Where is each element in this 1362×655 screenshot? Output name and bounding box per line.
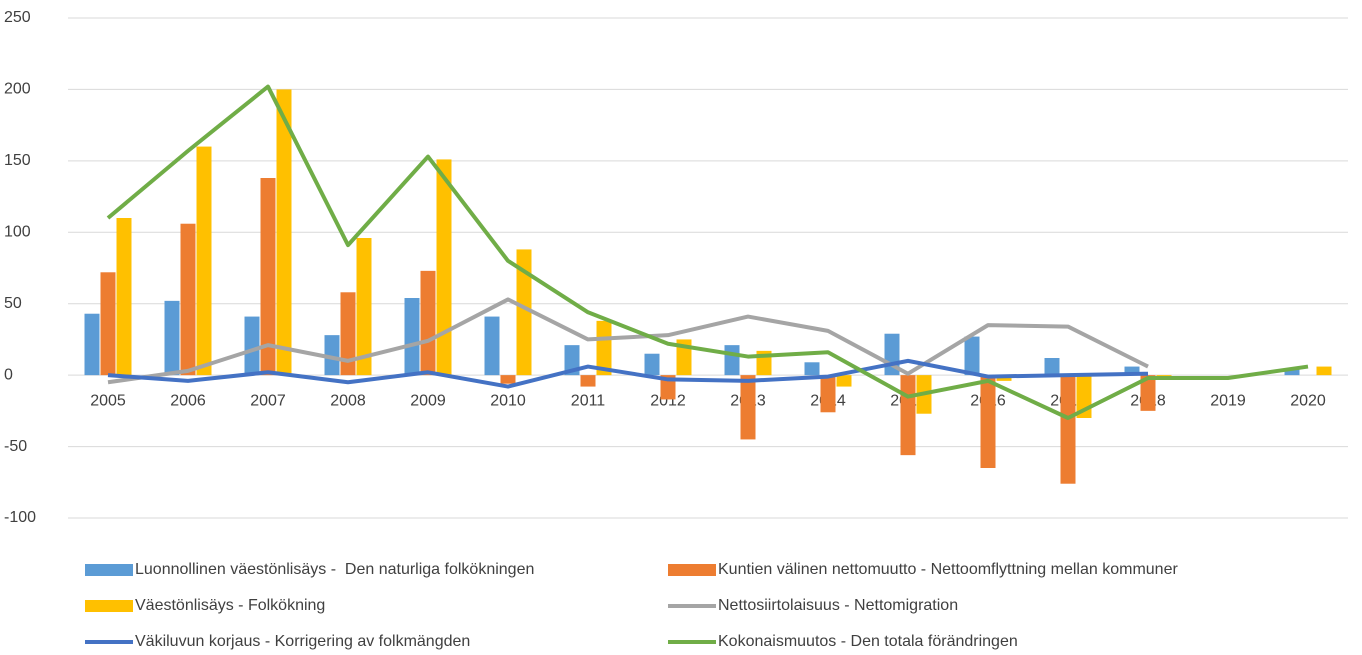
bar (820, 375, 836, 413)
legend-label: Nettosiirtolaisuus - Nettomigration (718, 597, 958, 614)
line (106, 84, 1309, 420)
y-tick-label: 250 (4, 9, 31, 26)
bar (644, 353, 660, 376)
legend-swatch (85, 564, 133, 576)
x-tick-label: 2009 (410, 392, 446, 409)
bar (516, 249, 532, 376)
bar (724, 345, 740, 376)
bar (100, 272, 116, 376)
bar (804, 362, 820, 376)
legend-swatch (85, 600, 133, 612)
bar (324, 335, 340, 376)
legend-label: Väkiluvun korjaus - Korrigering av folkm… (135, 633, 470, 650)
legend-label: Luonnollinen väestönlisäys - Den naturli… (135, 561, 534, 578)
bar (500, 375, 516, 384)
bar (436, 159, 452, 376)
bar (180, 223, 196, 376)
y-tick-label: 200 (4, 81, 31, 98)
bar (420, 270, 436, 376)
x-tick-label: 2012 (650, 392, 686, 409)
bar (356, 238, 372, 376)
bar (964, 336, 980, 376)
bar (484, 316, 500, 376)
bar (1044, 358, 1060, 376)
x-tick-label: 2020 (1290, 392, 1326, 409)
x-tick-label: 2006 (170, 392, 206, 409)
bar (260, 178, 276, 376)
line (107, 297, 1149, 385)
bar (596, 320, 612, 376)
bar (196, 146, 212, 376)
x-tick-label: 2011 (571, 392, 606, 409)
bar (164, 300, 180, 376)
y-tick-label: 150 (4, 152, 31, 169)
legend-label: Kuntien välinen nettomuutto - Nettoomfly… (718, 561, 1178, 578)
bar (900, 375, 916, 456)
x-tick-label: 2008 (330, 392, 366, 409)
legend-label: Väestönlisäys - Folkökning (135, 597, 325, 614)
y-tick-label: -50 (4, 438, 27, 455)
bar (276, 89, 292, 376)
bar (1284, 368, 1300, 376)
bar (244, 316, 260, 376)
bar (340, 292, 356, 376)
bar (116, 218, 132, 376)
bar (1060, 375, 1076, 484)
bar (980, 375, 996, 468)
x-tick-label: 2019 (1210, 392, 1246, 409)
legend-label: Kokonaismuutos - Den totala förändringen (718, 633, 1018, 650)
y-tick-label: 0 (4, 366, 13, 383)
x-tick-label: 2007 (250, 392, 286, 409)
bar (1124, 366, 1140, 376)
bar (1316, 366, 1332, 376)
y-tick-label: 100 (4, 224, 31, 241)
bar (836, 375, 852, 387)
bar (84, 313, 100, 376)
line (107, 358, 1149, 389)
y-tick-label: -100 (4, 509, 36, 526)
bar (740, 375, 756, 440)
x-tick-label: 2005 (90, 392, 126, 409)
y-tick-label: 50 (4, 295, 22, 312)
legend-swatch (668, 564, 716, 576)
bar (580, 375, 596, 387)
bar (1140, 375, 1156, 411)
x-tick-label: 2010 (490, 392, 526, 409)
bar (404, 298, 420, 376)
